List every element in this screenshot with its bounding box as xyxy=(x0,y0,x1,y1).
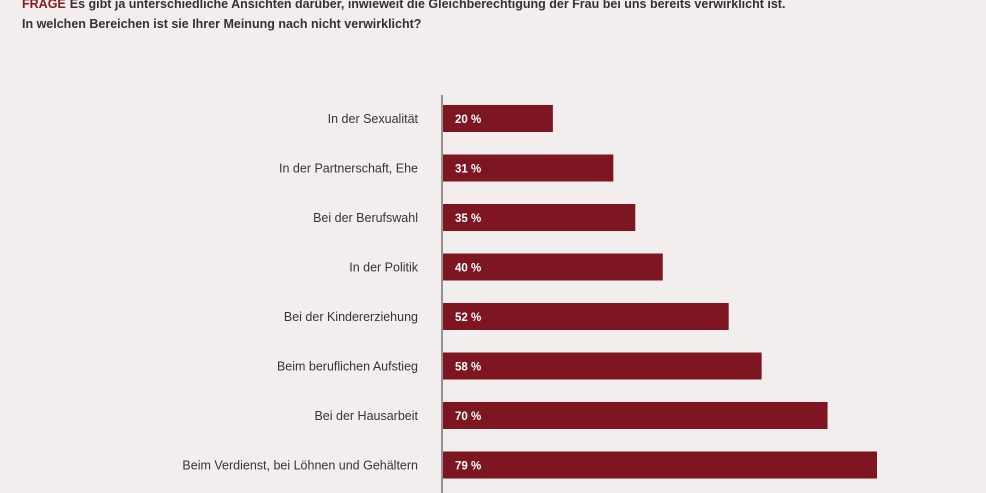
category-label-4: Bei der Kindererziehung xyxy=(284,310,418,324)
value-label-1: 31 % xyxy=(455,164,481,176)
category-label-2: Bei der Berufswahl xyxy=(313,211,418,225)
bar-6 xyxy=(443,402,828,429)
category-label-1: In der Partnerschaft, Ehe xyxy=(279,162,418,176)
category-label-7: Beim Verdienst, bei Löhnen und Gehältern xyxy=(182,459,418,473)
value-label-7: 79 % xyxy=(455,461,481,473)
value-label-4: 52 % xyxy=(455,312,481,324)
category-label-3: In der Politik xyxy=(349,261,419,275)
bar-7 xyxy=(443,451,877,479)
bar-0 xyxy=(443,105,553,132)
question-line-2: In welchen Bereichen ist sie Ihrer Meinu… xyxy=(22,17,422,31)
value-label-5: 58 % xyxy=(455,362,481,374)
category-label-0: In der Sexualität xyxy=(328,112,419,126)
value-label-3: 40 % xyxy=(455,263,481,275)
question-text: FRAGE Es gibt ja unterschiedliche Ansicht… xyxy=(22,0,972,34)
bar-3 xyxy=(443,253,663,281)
question-line-1: Es gibt ja unterschiedliche Ansichten da… xyxy=(69,0,786,11)
value-label-6: 70 % xyxy=(455,411,481,423)
value-label-2: 35 % xyxy=(455,213,481,225)
value-label-0: 20 % xyxy=(455,114,481,126)
bar-1 xyxy=(443,154,614,182)
bar-4 xyxy=(443,303,729,330)
bar-2 xyxy=(443,204,636,231)
bar-5 xyxy=(443,352,762,380)
category-label-6: Bei der Hausarbeit xyxy=(314,409,418,423)
category-label-5: Beim beruflichen Aufstieg xyxy=(277,360,418,374)
question-prefix: FRAGE xyxy=(22,0,66,11)
